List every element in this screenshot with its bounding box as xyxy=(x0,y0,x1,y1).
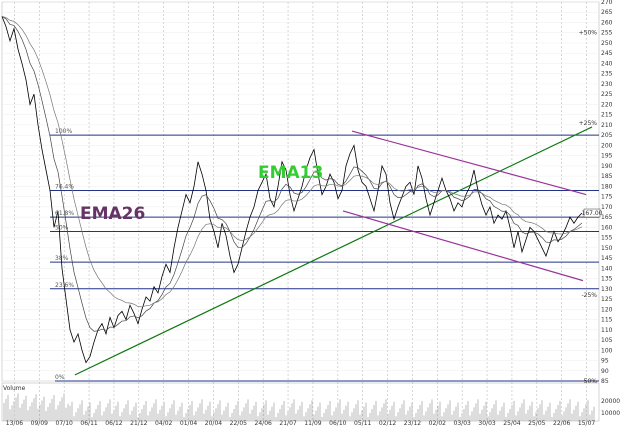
y-tick-label: 265 xyxy=(601,9,613,16)
y-tick-label: 165 xyxy=(601,214,613,221)
level-label: 50% xyxy=(55,224,69,231)
y-tick-label: 225 xyxy=(601,91,613,98)
x-tick-label: 20/04 xyxy=(205,420,222,427)
y-tick-label: 205 xyxy=(601,132,613,139)
x-tick-label: 03/03 xyxy=(454,420,471,427)
y-tick-label: 215 xyxy=(601,112,613,119)
level-label: 23.6% xyxy=(55,282,74,289)
volume-tick-200000: 200000 xyxy=(601,398,620,405)
ema26-line xyxy=(1,16,583,308)
level-label: 100% xyxy=(55,128,72,135)
y-tick-label: 150 xyxy=(601,245,613,252)
y-tick-label: 240 xyxy=(601,60,613,67)
y-tick-label: 145 xyxy=(601,255,613,262)
y-tick-label: 250 xyxy=(601,40,613,47)
y-tick-label: 120 xyxy=(601,306,613,313)
y-tick-label: 105 xyxy=(601,337,613,344)
y-tick-label: 140 xyxy=(601,265,613,272)
x-tick-label: 25/05 xyxy=(528,420,545,427)
y-tick-label: 195 xyxy=(601,153,613,160)
x-tick-label: 22/05 xyxy=(230,420,247,427)
x-tick-label: 05/11 xyxy=(354,420,371,427)
level-label: 61.8% xyxy=(55,210,74,217)
y-tick-label: 185 xyxy=(601,173,613,180)
y-tick-label: 260 xyxy=(601,19,613,26)
level-label: 76.4% xyxy=(55,183,74,190)
x-tick-label: 06/10 xyxy=(329,420,346,427)
y-tick-label: 180 xyxy=(601,183,613,190)
y-tick-label: 130 xyxy=(601,286,613,293)
x-tick-label: 15/07 xyxy=(578,420,595,427)
x-tick-label: 21/07 xyxy=(279,420,296,427)
y-tick-label: 110 xyxy=(601,327,613,334)
y-tick-label: 235 xyxy=(601,71,613,78)
y-tick-label: 90 xyxy=(601,368,609,375)
x-tick-label: 06/12 xyxy=(105,420,122,427)
y-tick-label: 170 xyxy=(601,204,613,211)
pct-label: +25% xyxy=(579,120,598,127)
y-tick-label: 95 xyxy=(601,358,609,365)
x-tick-label: 21/12 xyxy=(130,420,147,427)
x-tick-label: 13/06 xyxy=(6,420,23,427)
annotation-ema13: EMA13 xyxy=(258,163,323,183)
x-tick-label: 02/12 xyxy=(379,420,396,427)
y-tick-label: 155 xyxy=(601,235,613,242)
y-tick-label: 135 xyxy=(601,276,613,283)
y-tick-label: 100 xyxy=(601,347,613,354)
x-tick-label: 24/06 xyxy=(255,420,272,427)
ema13-line xyxy=(1,16,583,332)
x-tick-label: 04/02 xyxy=(155,420,172,427)
y-tick-label: 125 xyxy=(601,296,613,303)
trendline-channel-lower xyxy=(342,210,584,282)
price-series xyxy=(1,16,583,364)
y-tick-label: 190 xyxy=(601,163,613,170)
x-tick-label: 30/03 xyxy=(478,420,495,427)
x-tick-label: 22/06 xyxy=(553,420,570,427)
y-tick-label: 160 xyxy=(601,224,613,231)
x-tick-label: 25/04 xyxy=(503,420,520,427)
volume-tick-100000: 100000 xyxy=(601,410,620,417)
x-tick-label: 07/10 xyxy=(56,420,73,427)
y-tick-label: 230 xyxy=(601,81,613,88)
pct-label: +50% xyxy=(579,30,598,37)
y-tick-label: 200 xyxy=(601,142,613,149)
y-tick-label: 245 xyxy=(601,50,613,57)
trendline-channel-upper xyxy=(351,130,587,196)
annotation-ema26: EMA26 xyxy=(80,204,145,224)
pct-label: -25% xyxy=(581,292,597,299)
y-tick-label: 210 xyxy=(601,122,613,129)
price-marker-label: 167.00 xyxy=(582,210,603,217)
x-tick-label: 23/12 xyxy=(404,420,421,427)
y-tick-label: 175 xyxy=(601,194,613,201)
x-tick-label: 11/09 xyxy=(304,420,321,427)
y-tick-label: 115 xyxy=(601,317,613,324)
level-label: 38% xyxy=(55,255,69,262)
x-tick-label: 06/11 xyxy=(80,420,97,427)
y-tick-label: 270 xyxy=(601,0,613,6)
x-tick-label: 01/04 xyxy=(180,420,197,427)
pct-label: -50% xyxy=(581,378,597,385)
y-tick-label: 85 xyxy=(601,378,609,385)
volume-label: Volume xyxy=(3,385,26,392)
y-tick-label: 220 xyxy=(601,101,613,108)
y-tick-label: 255 xyxy=(601,30,613,37)
x-tick-label: 02/02 xyxy=(429,420,446,427)
trendline-support xyxy=(74,126,593,376)
x-tick-label: 09/09 xyxy=(31,420,48,427)
price-marker xyxy=(583,208,601,218)
level-label: 0% xyxy=(55,374,65,381)
